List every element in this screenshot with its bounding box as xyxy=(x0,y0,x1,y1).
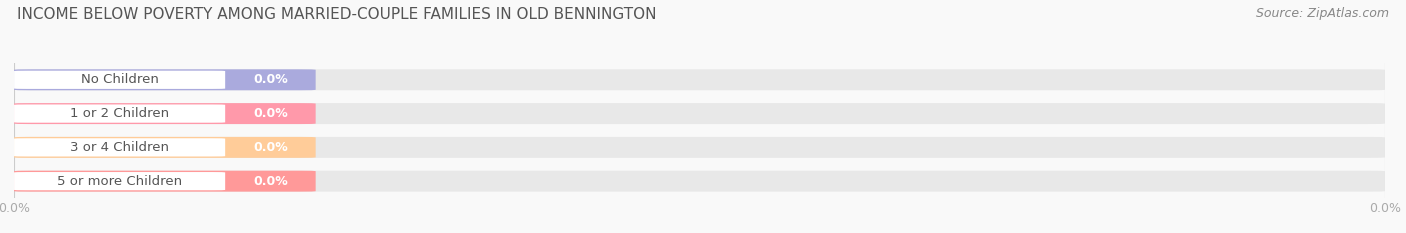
FancyBboxPatch shape xyxy=(14,104,225,123)
Text: No Children: No Children xyxy=(80,73,159,86)
FancyBboxPatch shape xyxy=(14,138,225,157)
Text: 3 or 4 Children: 3 or 4 Children xyxy=(70,141,169,154)
FancyBboxPatch shape xyxy=(14,172,225,190)
Text: 1 or 2 Children: 1 or 2 Children xyxy=(70,107,169,120)
Text: 0.0%: 0.0% xyxy=(253,175,288,188)
FancyBboxPatch shape xyxy=(14,171,316,192)
FancyBboxPatch shape xyxy=(14,71,225,89)
FancyBboxPatch shape xyxy=(14,103,316,124)
FancyBboxPatch shape xyxy=(14,103,1385,124)
Text: 0.0%: 0.0% xyxy=(253,107,288,120)
Text: 0.0%: 0.0% xyxy=(253,141,288,154)
FancyBboxPatch shape xyxy=(14,137,1385,158)
Text: 0.0%: 0.0% xyxy=(253,73,288,86)
FancyBboxPatch shape xyxy=(14,171,1385,192)
Text: Source: ZipAtlas.com: Source: ZipAtlas.com xyxy=(1256,7,1389,20)
FancyBboxPatch shape xyxy=(14,137,316,158)
FancyBboxPatch shape xyxy=(14,69,316,90)
Text: INCOME BELOW POVERTY AMONG MARRIED-COUPLE FAMILIES IN OLD BENNINGTON: INCOME BELOW POVERTY AMONG MARRIED-COUPL… xyxy=(17,7,657,22)
Text: 5 or more Children: 5 or more Children xyxy=(58,175,183,188)
FancyBboxPatch shape xyxy=(14,69,1385,90)
